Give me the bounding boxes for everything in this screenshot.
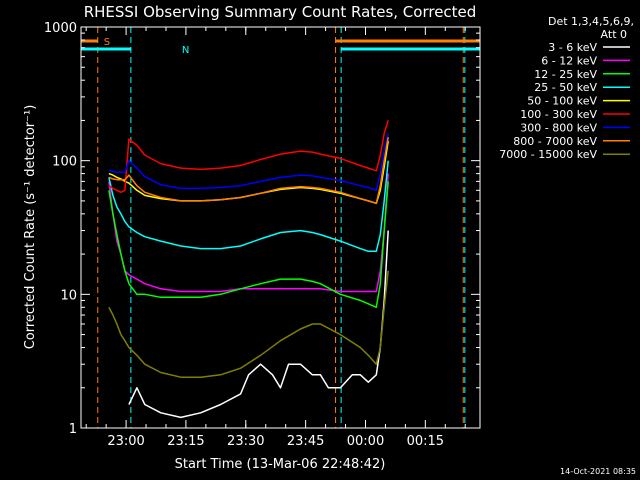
legend-entry-label: 12 - 25 keV	[534, 68, 597, 81]
x-axis-label: Start Time (13-Mar-06 22:48:42)	[175, 457, 386, 472]
y-axis-label: Corrected Count Rate (s⁻¹ detector⁻¹)	[23, 105, 38, 350]
footer-timestamp: 14-Oct-2021 08:35	[560, 467, 636, 476]
x-tick-label: 23:00	[107, 434, 144, 449]
legend-header-line-1: Det 1,3,4,5,6,9,	[548, 15, 634, 28]
flag-bar-label: S	[104, 37, 110, 48]
legend-entry-label: 300 - 800 keV	[520, 121, 597, 134]
plot-frame	[80, 26, 481, 429]
x-tick-label: 23:15	[167, 434, 204, 449]
chart-title: RHESSI Observing Summary Count Rates, Co…	[84, 3, 477, 21]
series-line	[128, 230, 389, 419]
legend-entry-label: 7000 - 15000 keV	[499, 148, 597, 161]
legend-entry-label: 800 - 7000 keV	[513, 135, 597, 148]
legend-entry-label: 3 - 6 keV	[548, 41, 597, 54]
series-line	[108, 136, 389, 205]
y-tick-label: 1	[69, 422, 77, 437]
legend-entry-label: 100 - 300 keV	[520, 108, 597, 121]
x-tick-label: 23:45	[287, 434, 324, 449]
legend-entry-label: 6 - 12 keV	[541, 54, 597, 67]
legend-entry-label: 50 - 100 keV	[527, 95, 597, 108]
series-line	[108, 270, 389, 378]
y-tick-label: 100	[52, 155, 77, 170]
flag-bar-label: N	[182, 45, 189, 56]
series-line	[108, 133, 389, 192]
legend-entry-label: 25 - 50 keV	[534, 81, 597, 94]
series-line	[108, 160, 389, 253]
y-tick-label: 1000	[44, 21, 77, 36]
axes-layer: 1 10 100 1000 23:00 23:15 23:30 23:45 00:00 00:15	[44, 21, 481, 449]
x-tick-label: 00:00	[347, 434, 384, 449]
x-tick-label: 23:30	[227, 434, 264, 449]
series-line	[108, 181, 389, 309]
plot-area: SN	[81, 27, 480, 428]
series-layer	[108, 120, 389, 419]
series-line	[108, 120, 389, 194]
y-tick-label: 10	[60, 288, 77, 303]
legend-header-line-2: Att 0	[601, 28, 627, 41]
x-tick-label: 00:15	[407, 434, 444, 449]
